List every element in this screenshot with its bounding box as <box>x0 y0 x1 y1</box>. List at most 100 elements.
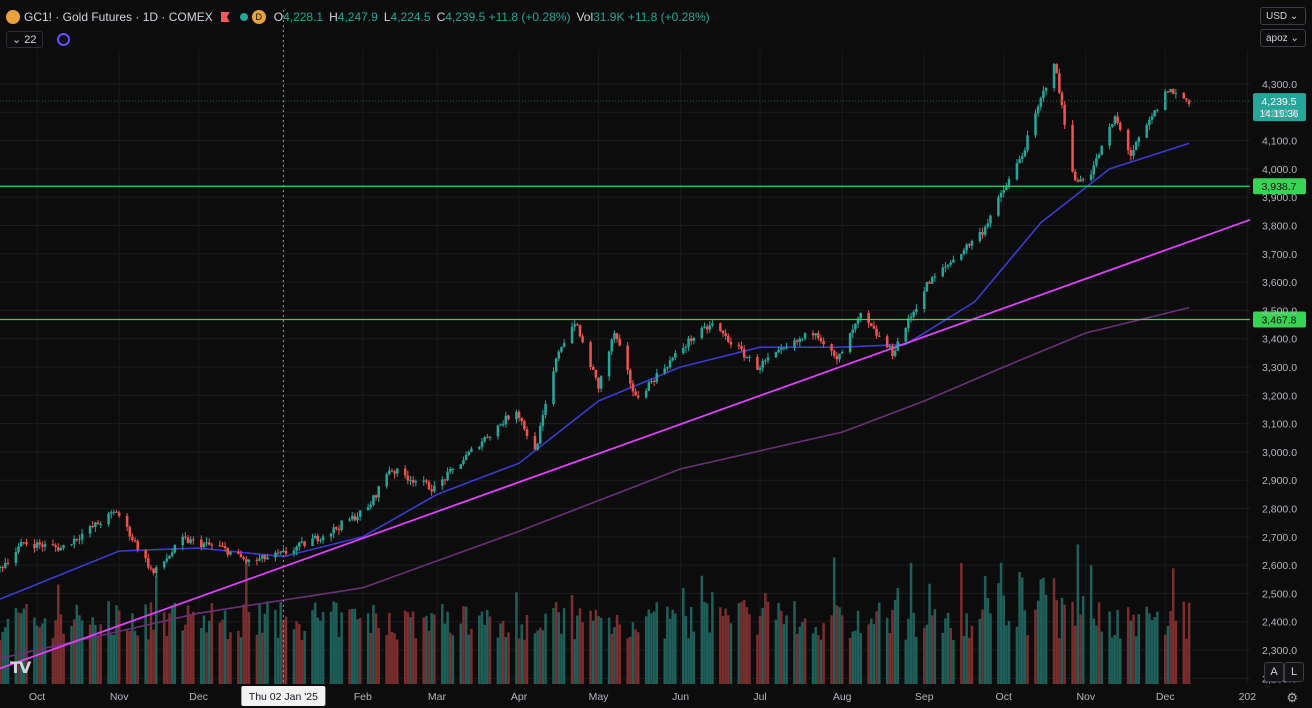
volume-bar <box>1005 625 1008 684</box>
volume-bar <box>742 599 746 684</box>
candle-body <box>1026 135 1029 151</box>
y-tick-label: 3,400.0 <box>1262 334 1297 346</box>
candle-body <box>340 520 343 530</box>
volume-bar <box>1092 618 1096 684</box>
candle-body <box>830 344 833 351</box>
volume-bar <box>6 618 10 684</box>
candle-body <box>594 369 598 378</box>
volume-bar <box>115 605 118 684</box>
volume-bar <box>184 624 187 684</box>
candle-body <box>650 380 653 383</box>
volume-bar <box>94 624 97 684</box>
candle-body <box>666 367 669 369</box>
volume-bar <box>581 622 584 684</box>
y-tick-label: 3,600.0 <box>1262 277 1297 289</box>
candle-body <box>284 550 288 554</box>
y-tick-label: 2,700.0 <box>1262 532 1297 544</box>
y-tick-label: 4,300.0 <box>1262 79 1297 91</box>
unit-select[interactable]: apoz ⌄ <box>1260 29 1306 47</box>
volume-bar <box>692 631 696 684</box>
candle-body <box>1132 150 1135 156</box>
candle-body <box>517 411 521 418</box>
candle-body <box>795 340 799 342</box>
candle-body <box>337 528 341 530</box>
candle-body <box>165 558 169 562</box>
high-label: H <box>329 10 338 24</box>
volume-bar <box>470 628 473 684</box>
volume-bar <box>989 613 992 684</box>
volume-bar <box>348 609 351 684</box>
gear-icon[interactable]: ⚙ <box>1286 690 1298 705</box>
volume-bar <box>25 604 28 684</box>
volume-bar <box>832 557 836 684</box>
volume-value: 31.9K +11.8 (+0.28%) <box>593 10 710 24</box>
volume-bar <box>14 608 18 684</box>
candle-body <box>19 542 23 547</box>
volume-bar <box>226 639 230 684</box>
indicators-toggle-button[interactable]: ⌄ 22 <box>6 31 43 48</box>
volume-bar <box>650 613 653 684</box>
candle-body <box>867 312 870 324</box>
volume-bar <box>875 611 878 684</box>
volume-bar <box>239 637 243 684</box>
volume-bar <box>1150 620 1154 684</box>
candle-body <box>968 244 971 246</box>
volume-bar <box>162 612 166 684</box>
candle-body <box>793 340 796 348</box>
volume-bar <box>933 609 937 684</box>
open-label: O <box>273 10 284 24</box>
candle-body <box>311 538 314 546</box>
low-value: 4,224.5 <box>390 10 431 24</box>
candle-body <box>877 335 881 337</box>
y-tick-label: 2,400.0 <box>1262 617 1297 629</box>
candle-body <box>1092 165 1096 175</box>
candle-body <box>41 544 44 547</box>
volume-bar <box>626 638 629 684</box>
volume-bar <box>109 634 113 684</box>
volume-bar <box>282 620 285 684</box>
indicator-row: ⌄ 22 <box>6 31 70 48</box>
candle-body <box>848 333 852 353</box>
volume-bar <box>854 630 857 684</box>
candle-body <box>136 541 139 550</box>
candle-body <box>655 373 659 382</box>
volume-bar <box>1081 595 1085 684</box>
log-scale-button[interactable]: L <box>1284 662 1304 682</box>
volume-bar <box>962 635 966 684</box>
tradingview-logo[interactable]: TV <box>10 658 31 677</box>
candle-body <box>395 468 399 474</box>
volume-bar <box>117 610 121 684</box>
volume-bar <box>372 604 375 684</box>
candle-body <box>451 468 455 470</box>
volume-bar <box>536 630 539 684</box>
candle-body <box>186 537 190 543</box>
candle-body <box>1145 125 1148 138</box>
volume-bar <box>480 611 484 684</box>
volume-bar <box>245 560 248 684</box>
volume-bar <box>538 627 542 684</box>
auto-scale-button[interactable]: A <box>1264 662 1284 682</box>
candle-body <box>499 424 502 426</box>
volume-bar <box>80 620 84 684</box>
volume-bar <box>207 620 211 684</box>
currency-select[interactable]: USD ⌄ <box>1260 7 1306 25</box>
candle-body <box>425 480 428 483</box>
volume-bar <box>459 623 463 684</box>
volume-bar <box>501 620 505 684</box>
candle-body <box>72 538 76 545</box>
volume-bar <box>777 602 780 684</box>
symbol-title[interactable]: GC1! · Gold Futures · 1D · COMEX <box>24 10 213 24</box>
volume-bar <box>721 616 725 684</box>
volume-bar <box>59 614 63 684</box>
candle-body <box>6 563 10 565</box>
volume-bar <box>332 601 335 684</box>
y-tick-label: 3,300.0 <box>1262 362 1297 374</box>
volume-bar <box>1126 607 1130 684</box>
candle-body <box>17 546 20 552</box>
volume-bar <box>655 602 659 684</box>
volume-bar <box>504 637 508 684</box>
indicator-ring-icon[interactable] <box>56 33 70 46</box>
candle-body <box>801 338 804 340</box>
candle-body <box>949 262 952 265</box>
